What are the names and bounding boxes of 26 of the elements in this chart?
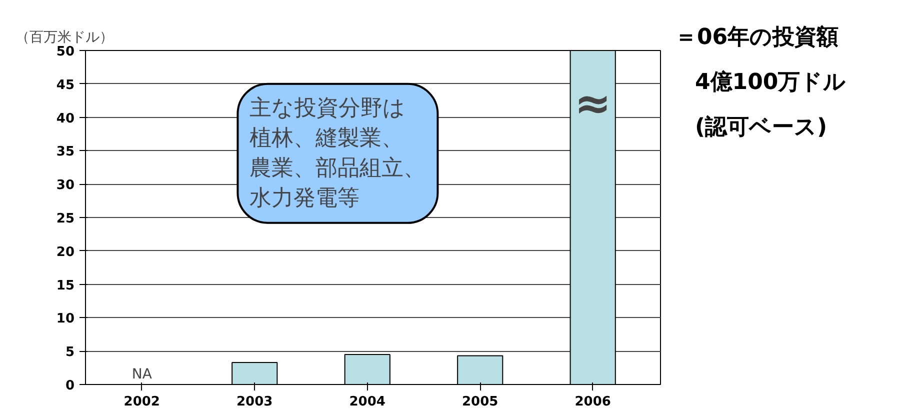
annotation: 主な投資分野は xyxy=(250,96,406,121)
y-tick-label: 10 xyxy=(56,312,75,327)
text: ＝06年の投資額 xyxy=(675,24,839,52)
y-tick-label: 15 xyxy=(56,278,75,294)
x-tick-label: 2003 xyxy=(236,394,273,410)
text: (認可ベース) xyxy=(695,114,828,142)
y-tick-label: 50 xyxy=(56,44,75,60)
y-axis-title: （百万米ドル） xyxy=(16,30,114,46)
annotation: ≈ xyxy=(574,78,612,130)
annotation: 農業、部品組立、 xyxy=(250,156,426,181)
annotation: 植林、縫製業、 xyxy=(250,126,404,151)
x-tick-label: 2005 xyxy=(462,394,498,410)
y-tick-label: 0 xyxy=(65,378,74,394)
y-tick-label: 30 xyxy=(56,178,75,194)
x-tick-label: 2002 xyxy=(124,394,160,410)
text: NA xyxy=(132,366,152,382)
y-tick-label: 25 xyxy=(56,212,75,226)
y-tick-label: 35 xyxy=(56,144,75,160)
annotation: 水力発電等 xyxy=(250,186,360,211)
y-tick-label: 5 xyxy=(65,345,74,360)
y-tick-label: 45 xyxy=(56,78,75,93)
x-tick-label: 2004 xyxy=(349,394,386,410)
y-tick-label: 40 xyxy=(56,111,75,126)
x-tick-label: 2006 xyxy=(574,394,611,410)
y-tick-label: 20 xyxy=(56,244,75,260)
text: 4億100万ドル xyxy=(695,69,846,97)
